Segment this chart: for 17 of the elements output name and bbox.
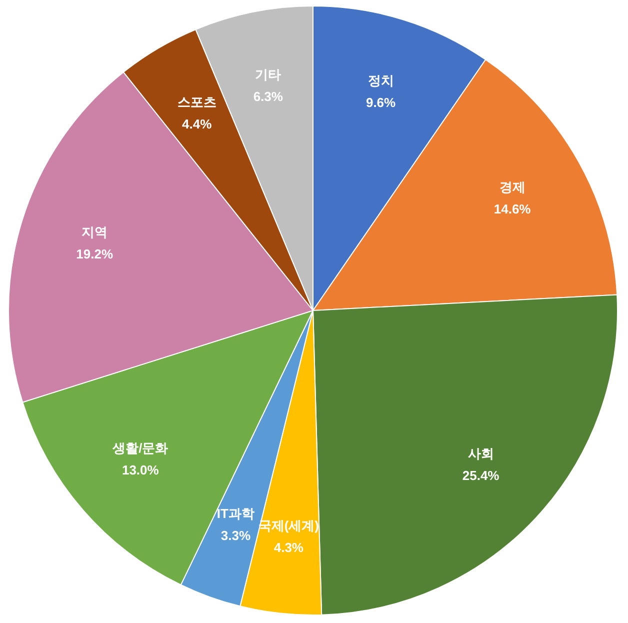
slice-label: 지역 — [82, 224, 108, 240]
data-label: 13.0% — [122, 462, 160, 478]
slice-label: 생활/문화 — [112, 440, 168, 456]
slice-label: 스포츠 — [177, 94, 216, 110]
data-label: 4.3% — [274, 540, 304, 556]
data-label: 4.4% — [182, 116, 212, 132]
slice-label: 정치 — [368, 72, 394, 88]
slice-label: 경제 — [499, 180, 526, 195]
data-label: 9.6% — [366, 94, 396, 110]
slice-label: 사회 — [468, 446, 494, 461]
data-label: 3.3% — [220, 528, 251, 543]
data-label: 25.4% — [462, 468, 500, 483]
data-label: 19.2% — [76, 246, 114, 262]
data-label: 6.3% — [253, 89, 284, 104]
slice-label: IT과학 — [216, 506, 254, 521]
data-label: 14.6% — [494, 202, 532, 217]
slice-label: 기타 — [255, 67, 282, 82]
